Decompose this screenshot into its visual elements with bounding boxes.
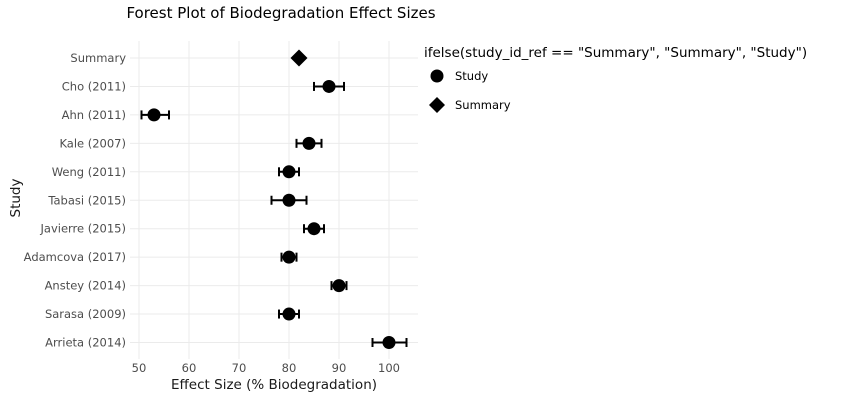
y-axis-title: Study: [8, 178, 24, 218]
legend: ifelse(study_id_ref == "Summary", "Summa…: [424, 44, 807, 117]
study-point: [302, 136, 316, 150]
study-point: [322, 79, 336, 93]
legend-item-summary: Summary: [424, 93, 807, 117]
x-tick-label: 100: [378, 361, 400, 375]
study-point: [147, 108, 161, 122]
summary-diamond-point: [290, 49, 308, 67]
study-point: [282, 165, 296, 179]
x-tick-label: 70: [232, 361, 247, 375]
study-label: Ahn (2011): [62, 108, 126, 122]
study-label: Weng (2011): [52, 165, 126, 179]
study-label: Anstey (2014): [45, 279, 126, 293]
x-tick-label: 60: [182, 361, 197, 375]
study-label: Arrieta (2014): [45, 336, 126, 350]
legend-title: ifelse(study_id_ref == "Summary", "Summa…: [424, 45, 808, 61]
diamond-key-icon: [429, 97, 445, 113]
study-point: [282, 250, 296, 264]
study-label: Sarasa (2009): [45, 307, 126, 321]
chart-title: Forest Plot of Biodegradation Effect Siz…: [126, 4, 436, 22]
circle-key-icon: [430, 69, 444, 83]
study-point: [282, 193, 296, 207]
study-label: Cho (2011): [62, 79, 126, 93]
legend-item-label: Summary: [455, 98, 511, 112]
x-tick-label: 50: [132, 361, 147, 375]
legend-item-label: Study: [455, 69, 489, 83]
x-tick-label: 80: [282, 361, 297, 375]
study-point: [332, 279, 346, 293]
study-label: Adamcova (2017): [24, 250, 126, 264]
x-axis-title: Effect Size (% Biodegradation): [170, 377, 378, 393]
study-label: Tabasi (2015): [47, 193, 126, 207]
study-point: [282, 307, 296, 321]
study-point: [382, 336, 396, 349]
study-point: [307, 222, 321, 236]
study-label: Javierre (2015): [40, 222, 127, 236]
study-label: Kale (2007): [59, 136, 126, 150]
legend-item-study: Study: [424, 64, 807, 88]
x-tick-label: 90: [332, 361, 347, 375]
study-label: Summary: [70, 51, 126, 65]
